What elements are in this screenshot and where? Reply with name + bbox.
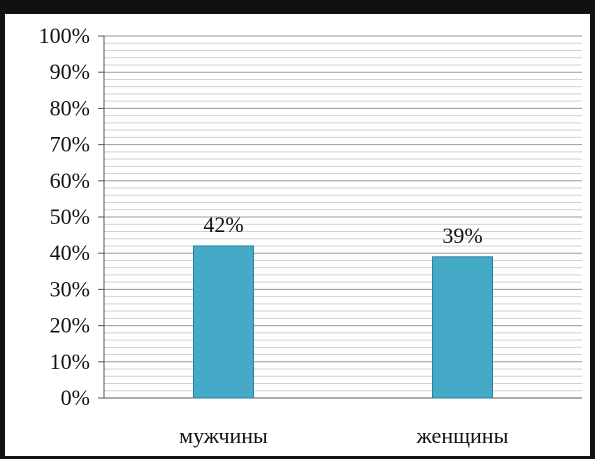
category-label: женщины [416,423,509,448]
y-tick-label: 70% [50,132,90,157]
y-tick-label: 40% [50,240,90,265]
bar [193,245,254,399]
y-tick-label: 0% [61,385,90,410]
y-tick-labels: 0% 10% 20% 30% 40% 50% 60% 70% 80% 90% 100% [39,23,90,410]
y-tick-label: 100% [39,23,90,48]
bars [193,245,493,399]
category-label: мужчины [179,423,268,448]
data-labels: 42% 39% [203,212,482,248]
y-tick-label: 50% [50,204,90,229]
y-tick-label: 10% [50,349,90,374]
category-labels: мужчины женщины [179,423,508,448]
y-tick-label: 90% [50,59,90,84]
bar [432,256,493,399]
axes [98,35,582,399]
y-tick-label: 20% [50,313,90,338]
y-tick-label: 60% [50,168,90,193]
gridlines [104,35,582,399]
y-tick-label: 30% [50,276,90,301]
data-label: 39% [442,223,482,248]
y-tick-label: 80% [50,95,90,120]
data-label: 42% [203,212,243,237]
